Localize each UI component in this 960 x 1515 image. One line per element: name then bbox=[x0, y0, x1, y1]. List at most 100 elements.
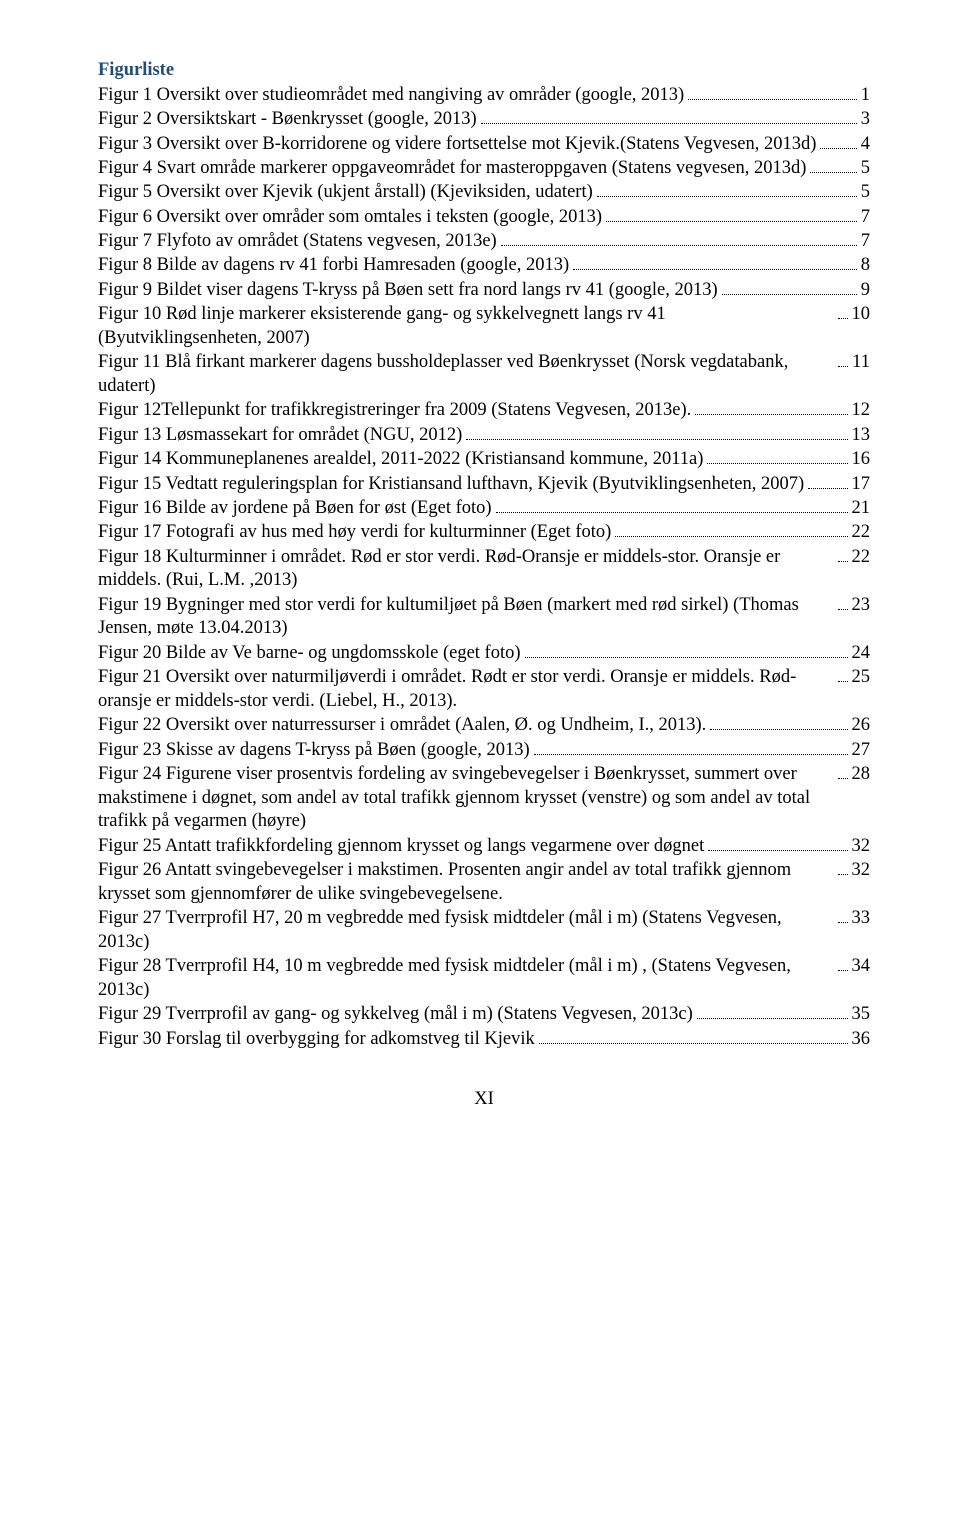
toc-entry-page: 8 bbox=[861, 254, 870, 278]
toc-leader-dots bbox=[697, 1003, 848, 1020]
toc-entry-page: 7 bbox=[861, 230, 870, 254]
toc-entry: Figur 23 Skisse av dagens T-kryss på Bøe… bbox=[98, 738, 870, 762]
toc-entry: Figur 2 Oversiktskart - Bøenkrysset (goo… bbox=[98, 107, 870, 131]
toc-entry: Figur 11 Blå firkant markerer dagens bus… bbox=[98, 351, 870, 399]
toc-entry-page: 1 bbox=[861, 84, 870, 108]
toc-entry-page: 36 bbox=[852, 1028, 871, 1052]
toc-leader-dots bbox=[838, 303, 848, 320]
toc-entry-text: Figur 6 Oversikt over områder som omtale… bbox=[98, 206, 602, 230]
toc-entry-text: Figur 11 Blå firkant markerer dagens bus… bbox=[98, 351, 834, 398]
toc-entry-page: 21 bbox=[852, 497, 871, 521]
toc-leader-dots bbox=[708, 834, 847, 851]
toc-entry: Figur 13 Løsmassekart for området (NGU, … bbox=[98, 423, 870, 447]
toc-leader-dots bbox=[525, 641, 848, 658]
toc-leader-dots bbox=[838, 593, 848, 610]
toc-leader-dots bbox=[838, 858, 848, 875]
toc-leader-dots bbox=[808, 472, 847, 489]
toc-entry-text: Figur 4 Svart område markerer oppgaveomr… bbox=[98, 157, 806, 181]
toc-entry-page: 4 bbox=[861, 133, 870, 157]
toc-entry-page: 32 bbox=[852, 835, 871, 859]
toc-entry: Figur 9 Bildet viser dagens T-kryss på B… bbox=[98, 278, 870, 302]
document-page: Figurliste Figur 1 Oversikt over studieo… bbox=[0, 0, 960, 1150]
toc-entry: Figur 18 Kulturminner i området. Rød er … bbox=[98, 545, 870, 593]
toc-leader-dots bbox=[615, 521, 847, 538]
toc-entry: Figur 30 Forslag til overbygging for adk… bbox=[98, 1027, 870, 1051]
toc-entry: Figur 20 Bilde av Ve barne- og ungdomssk… bbox=[98, 641, 870, 665]
toc-entry: Figur 26 Antatt svingebevegelser i makst… bbox=[98, 858, 870, 906]
toc-leader-dots bbox=[534, 738, 848, 755]
toc-leader-dots bbox=[606, 205, 857, 222]
toc-leader-dots bbox=[707, 447, 847, 464]
toc-entry-text: Figur 5 Oversikt over Kjevik (ukjent års… bbox=[98, 181, 593, 205]
toc-leader-dots bbox=[838, 955, 848, 972]
toc-leader-dots bbox=[838, 762, 848, 779]
toc-entry-page: 35 bbox=[852, 1003, 871, 1027]
toc-entry-page: 12 bbox=[852, 399, 871, 423]
toc-entry: Figur 5 Oversikt over Kjevik (ukjent års… bbox=[98, 181, 870, 205]
toc-leader-dots bbox=[695, 399, 847, 416]
toc-entry: Figur 8 Bilde av dagens rv 41 forbi Hamr… bbox=[98, 254, 870, 278]
toc-entry-text: Figur 9 Bildet viser dagens T-kryss på B… bbox=[98, 279, 718, 303]
toc-entry-text: Figur 12Tellepunkt for trafikkregistreri… bbox=[98, 399, 691, 423]
toc-leader-dots bbox=[838, 351, 848, 368]
toc-entry-page: 32 bbox=[852, 859, 871, 883]
toc-entry-text: Figur 26 Antatt svingebevegelser i makst… bbox=[98, 859, 834, 906]
toc-entry: Figur 12Tellepunkt for trafikkregistreri… bbox=[98, 399, 870, 423]
toc-entry-text: Figur 14 Kommuneplanenes arealdel, 2011-… bbox=[98, 448, 703, 472]
toc-entry-page: 22 bbox=[852, 521, 871, 545]
toc-leader-dots bbox=[466, 423, 847, 440]
toc-entry-text: Figur 29 Tverrprofil av gang- og sykkelv… bbox=[98, 1003, 693, 1027]
toc-entry-text: Figur 28 Tverrprofil H4, 10 m vegbredde … bbox=[98, 955, 834, 1002]
toc-leader-dots bbox=[838, 907, 848, 924]
toc-entry-page: 11 bbox=[852, 351, 870, 375]
toc-entry-text: Figur 13 Løsmassekart for området (NGU, … bbox=[98, 424, 462, 448]
toc-entry: Figur 3 Oversikt over B-korridorene og v… bbox=[98, 132, 870, 156]
toc-entry: Figur 15 Vedtatt reguleringsplan for Kri… bbox=[98, 472, 870, 496]
toc-entry-text: Figur 8 Bilde av dagens rv 41 forbi Hamr… bbox=[98, 254, 569, 278]
toc-entry: Figur 25 Antatt trafikkfordeling gjennom… bbox=[98, 834, 870, 858]
toc-entry-page: 27 bbox=[852, 739, 871, 763]
toc-entry-page: 3 bbox=[861, 108, 870, 132]
toc-entry: Figur 16 Bilde av jordene på Bøen for øs… bbox=[98, 496, 870, 520]
toc-leader-dots bbox=[838, 666, 848, 683]
toc-entry-page: 7 bbox=[861, 206, 870, 230]
toc-entry: Figur 17 Fotografi av hus med høy verdi … bbox=[98, 521, 870, 545]
toc-entry-page: 5 bbox=[861, 157, 870, 181]
toc-entry-text: Figur 16 Bilde av jordene på Bøen for øs… bbox=[98, 497, 492, 521]
toc-entry-text: Figur 27 Tverrprofil H7, 20 m vegbredde … bbox=[98, 907, 834, 954]
toc-entry-page: 34 bbox=[852, 955, 871, 979]
toc-entry: Figur 10 Rød linje markerer eksisterende… bbox=[98, 303, 870, 351]
toc-entry-text: Figur 25 Antatt trafikkfordeling gjennom… bbox=[98, 835, 704, 859]
toc-entry-text: Figur 3 Oversikt over B-korridorene og v… bbox=[98, 133, 816, 157]
toc-entry-text: Figur 1 Oversikt over studieområdet med … bbox=[98, 84, 684, 108]
toc-entry-page: 17 bbox=[852, 473, 871, 497]
toc-entry-page: 16 bbox=[852, 448, 871, 472]
toc-entry-text: Figur 15 Vedtatt reguleringsplan for Kri… bbox=[98, 473, 804, 497]
toc-entry: Figur 19 Bygninger med stor verdi for ku… bbox=[98, 593, 870, 641]
toc-entry-page: 23 bbox=[852, 594, 871, 618]
figurliste-heading: Figurliste bbox=[98, 60, 870, 81]
toc-entry: Figur 4 Svart område markerer oppgaveomr… bbox=[98, 156, 870, 180]
toc-leader-dots bbox=[710, 714, 847, 731]
toc-leader-dots bbox=[722, 278, 857, 295]
toc-leader-dots bbox=[573, 254, 857, 271]
toc-entry: Figur 22 Oversikt over naturressurser i … bbox=[98, 714, 870, 738]
toc-entry-text: Figur 7 Flyfoto av området (Statens vegv… bbox=[98, 230, 497, 254]
toc-entry-page: 33 bbox=[852, 907, 871, 931]
toc-entry-page: 24 bbox=[852, 642, 871, 666]
toc-entry: Figur 28 Tverrprofil H4, 10 m vegbredde … bbox=[98, 955, 870, 1003]
toc-entry-page: 13 bbox=[852, 424, 871, 448]
toc-leader-dots bbox=[688, 83, 857, 100]
toc-entry-page: 5 bbox=[861, 181, 870, 205]
toc-leader-dots bbox=[597, 181, 857, 198]
toc-entry-text: Figur 17 Fotografi av hus med høy verdi … bbox=[98, 521, 611, 545]
toc-entry-text: Figur 10 Rød linje markerer eksisterende… bbox=[98, 303, 834, 350]
toc-entry-page: 9 bbox=[861, 279, 870, 303]
toc-entry: Figur 21 Oversikt over naturmiljøverdi i… bbox=[98, 666, 870, 714]
toc-entry: Figur 1 Oversikt over studieområdet med … bbox=[98, 83, 870, 107]
toc-entry-text: Figur 19 Bygninger med stor verdi for ku… bbox=[98, 594, 834, 641]
toc-entry-text: Figur 23 Skisse av dagens T-kryss på Bøe… bbox=[98, 739, 530, 763]
toc-entry: Figur 6 Oversikt over områder som omtale… bbox=[98, 205, 870, 229]
toc-entry: Figur 27 Tverrprofil H7, 20 m vegbredde … bbox=[98, 907, 870, 955]
toc-leader-dots bbox=[820, 132, 856, 149]
